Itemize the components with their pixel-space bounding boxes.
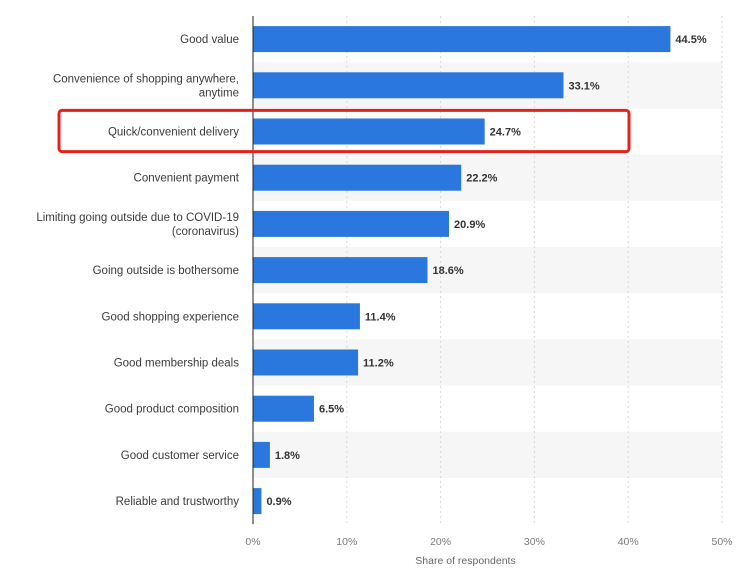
category-label: Good value	[180, 34, 239, 46]
x-tick-label: 0%	[245, 536, 260, 548]
row-band	[253, 431, 722, 478]
value-label: 20.9%	[454, 219, 485, 231]
value-label: 0.9%	[266, 496, 291, 508]
x-tick-label: 30%	[524, 536, 545, 548]
value-label: 24.7%	[490, 127, 521, 139]
category-label: Convenient payment	[134, 173, 240, 185]
x-tick-label: 40%	[618, 536, 639, 548]
category-labels: Good value Convenience of shopping anywhe…	[36, 34, 239, 508]
x-tick-label: 10%	[336, 536, 357, 548]
value-labels: 44.5% 33.1% 24.7% 22.2% 20.9% 18.6% 11.4% 11.2%…	[266, 34, 706, 508]
value-label: 22.2%	[466, 173, 497, 185]
bar-good-membership-deals	[253, 349, 359, 376]
category-label: Good membership deals	[114, 358, 240, 370]
bar-good-customer-service	[253, 441, 270, 468]
row-bands	[253, 62, 722, 478]
bar-convenience-of-shopping-anywhere-anytime	[253, 72, 564, 99]
value-label: 44.5%	[675, 34, 706, 46]
value-label: 18.6%	[432, 265, 463, 277]
x-tick-label: 50%	[711, 536, 732, 548]
bar-good-product-composition	[253, 395, 314, 422]
value-label: 1.8%	[275, 450, 300, 462]
x-tick-labels: 0% 10% 20% 30% 40% 50%	[245, 536, 732, 548]
category-label: Going outside is bothersome	[93, 265, 239, 277]
bar-going-outside-is-bothersome	[253, 257, 428, 284]
value-label: 11.4%	[365, 311, 396, 323]
category-label: Quick/convenient delivery	[108, 127, 239, 139]
bar-limiting-going-outside-due-to-covid-19-coronavirus	[253, 210, 450, 237]
bar-convenient-payment	[253, 164, 462, 191]
value-label: 6.5%	[319, 404, 344, 416]
highlight-box	[57, 108, 631, 154]
category-label: Good shopping experience	[102, 311, 239, 323]
value-label: 11.2%	[363, 358, 394, 370]
category-label: Convenience of shopping anywhere, anytime	[53, 73, 239, 99]
category-label: Good customer service	[121, 450, 239, 462]
bar-reliable-and-trustworthy	[253, 488, 262, 515]
bars	[253, 26, 671, 515]
value-label: 33.1%	[568, 80, 599, 92]
bar-good-shopping-experience	[253, 303, 360, 330]
bar-quick-convenient-delivery	[253, 118, 485, 145]
category-label: Limiting going outside due to COVID-19 (c…	[36, 212, 239, 238]
category-label: Reliable and trustworthy	[116, 496, 240, 508]
bar-good-value	[253, 26, 671, 53]
x-axis-title: Share of respondents	[415, 555, 515, 567]
category-label: Good product composition	[105, 404, 239, 416]
x-tick-label: 20%	[430, 536, 451, 548]
